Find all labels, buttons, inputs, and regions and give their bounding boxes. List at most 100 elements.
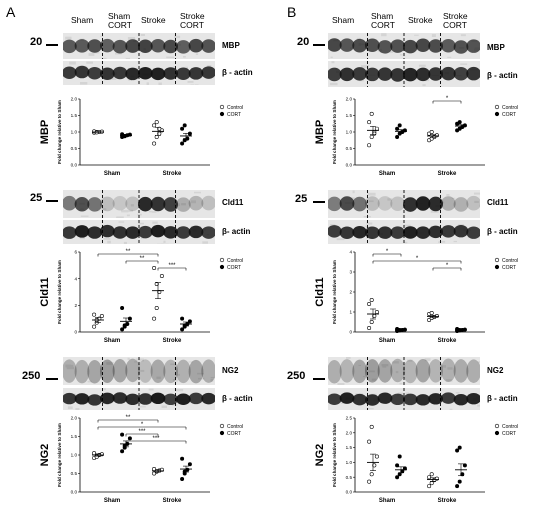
- y-axis-label: Cld11: [314, 277, 326, 306]
- blot-mbp: [63, 33, 215, 59]
- marker-250-tick: [46, 378, 58, 380]
- lane-header-stroke-cort: Stroke CORT: [180, 11, 205, 30]
- data-point: [187, 462, 192, 467]
- legend-marker: [219, 111, 225, 117]
- data-point: [92, 451, 97, 456]
- data-point: [369, 111, 374, 116]
- data-point: [187, 319, 192, 324]
- data-point: [92, 324, 97, 329]
- legend-entry: CORT: [502, 112, 516, 118]
- lane-header-stroke: Stroke: [141, 15, 166, 25]
- legend-marker: [494, 111, 500, 117]
- marker-20: 20: [297, 36, 310, 48]
- y-axis-title: Fold change relative to Sham: [57, 423, 62, 487]
- blot-mbp-actin: [63, 61, 215, 85]
- data-point: [369, 297, 374, 302]
- blot-label-ng2: NG2: [222, 366, 239, 375]
- y-tick-label: 4: [74, 276, 77, 281]
- y-tick-label: 2.0: [346, 430, 353, 435]
- legend-marker: [219, 264, 225, 270]
- legend-entry: Control: [502, 424, 518, 430]
- data-point: [127, 316, 132, 321]
- data-point: [154, 305, 159, 310]
- y-tick-label: 0.0: [71, 490, 78, 495]
- blot-cld11: [328, 190, 480, 218]
- scatter-plot-mbp: MBP Fold change relative to Sham 0.0 0.5 1.0…: [314, 96, 518, 177]
- blot-ng2: [328, 357, 480, 385]
- data-point: [367, 479, 372, 484]
- data-point: [395, 126, 400, 131]
- data-point: [374, 126, 379, 131]
- y-axis-label: NG2: [39, 444, 51, 467]
- legend-entry: Control: [227, 424, 243, 430]
- data-point: [429, 481, 434, 486]
- legend-entry: Control: [502, 258, 518, 264]
- data-point: [429, 472, 434, 477]
- y-axis-title: Fold change relative to Sham: [332, 260, 337, 324]
- significance-stars: *: [446, 96, 449, 102]
- lane-header-sham-cort: Sham CORT: [108, 11, 132, 30]
- data-point: [152, 316, 157, 321]
- y-axis-label: Cld11: [39, 277, 51, 306]
- data-point: [120, 305, 125, 310]
- marker-250: 250: [287, 370, 306, 382]
- data-point: [457, 445, 462, 450]
- significance-stars: **: [126, 415, 131, 421]
- blot-mbp: [328, 33, 480, 59]
- data-point: [157, 126, 162, 131]
- legend-marker: [494, 257, 500, 263]
- blot-label-ng2: NG2: [487, 366, 504, 375]
- x-group-label: Sham: [104, 338, 120, 344]
- data-point: [462, 463, 467, 468]
- significance-stars: ***: [168, 263, 176, 269]
- data-point: [367, 143, 372, 148]
- blot-label-cld11-actin: β- actin: [222, 227, 251, 236]
- significance-stars: *: [141, 422, 144, 428]
- x-group-label: Stroke: [438, 171, 457, 177]
- y-axis-title: Fold change relative to Sham: [332, 423, 337, 487]
- data-point: [180, 316, 185, 321]
- y-tick-label: 2: [74, 303, 77, 308]
- data-point: [367, 439, 372, 444]
- data-point: [180, 126, 185, 131]
- blot-label-ng2-actin: β - actin: [487, 394, 518, 403]
- data-point: [427, 318, 432, 323]
- y-tick-label: 3: [349, 270, 352, 275]
- y-tick-label: 0.0: [346, 163, 353, 168]
- data-point: [367, 326, 372, 331]
- data-point: [152, 141, 157, 146]
- blot-ng2: [63, 357, 215, 385]
- panel-a: A Sham Sham CORT Stroke Stroke CORT 20 M…: [6, 4, 253, 504]
- data-point: [427, 484, 432, 489]
- blot-label-mbp: MBP: [487, 43, 505, 52]
- data-point: [369, 472, 374, 477]
- data-point: [397, 123, 402, 128]
- data-point: [369, 134, 374, 139]
- data-point: [154, 281, 159, 286]
- panel-letter: A: [6, 4, 16, 20]
- legend-marker: [494, 423, 500, 429]
- data-point: [457, 120, 462, 125]
- y-tick-label: 1.5: [346, 445, 353, 450]
- blot-label-mbp: MBP: [222, 41, 240, 50]
- lane-header-stroke: Stroke: [408, 15, 433, 25]
- data-point: [180, 327, 185, 332]
- lane-header-stroke-cort: Stroke CORT: [443, 11, 468, 30]
- panel-letter: B: [287, 4, 297, 20]
- y-tick-label: 2.0: [346, 97, 353, 102]
- marker-250-tick: [313, 378, 325, 380]
- y-tick-label: 1.5: [71, 434, 78, 439]
- blot-cld11-actin: [63, 220, 215, 244]
- x-group-label: Sham: [379, 338, 395, 344]
- x-group-label: Sham: [104, 171, 120, 177]
- legend-marker: [219, 430, 225, 436]
- data-point: [152, 123, 157, 128]
- y-axis-label: MBP: [314, 120, 326, 144]
- data-point: [434, 133, 439, 138]
- y-tick-label: 1.5: [346, 113, 353, 118]
- data-point: [120, 449, 125, 454]
- data-point: [367, 120, 372, 125]
- y-axis-title: Fold change relative to Sham: [332, 100, 337, 164]
- data-point: [455, 484, 460, 489]
- marker-25: 25: [295, 193, 308, 205]
